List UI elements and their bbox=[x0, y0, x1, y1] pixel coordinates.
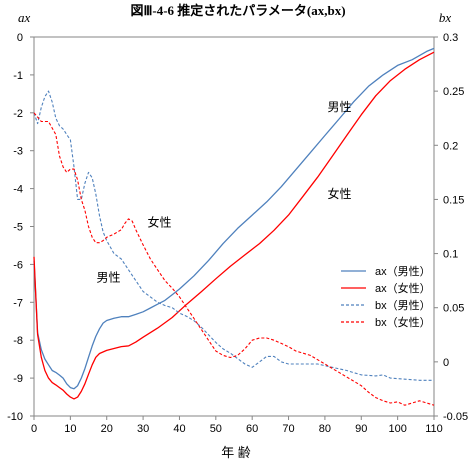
y-left-tick-label: -5 bbox=[13, 222, 23, 234]
y-left-tick-label: -7 bbox=[13, 297, 23, 309]
x-tick-label: 50 bbox=[210, 423, 222, 435]
annotation-label: 女性 bbox=[327, 186, 351, 201]
legend-label: ax（男性） bbox=[375, 264, 431, 278]
x-tick-label: 0 bbox=[31, 423, 37, 435]
x-tick-label: 90 bbox=[355, 423, 367, 435]
plot-area-border bbox=[33, 36, 435, 417]
y-left-tick-label: -1 bbox=[13, 70, 23, 82]
x-tick-label: 40 bbox=[173, 423, 185, 435]
x-tick-label: 70 bbox=[282, 423, 294, 435]
series-line-1 bbox=[33, 47, 435, 390]
y-left-tick-label: -2 bbox=[13, 108, 23, 120]
legend-label: bx（女性） bbox=[375, 315, 431, 329]
y-left-tick-label: 0 bbox=[17, 32, 23, 44]
y-right-tick-label: 0.25 bbox=[443, 86, 464, 98]
y-left-tick-label: -8 bbox=[13, 335, 23, 347]
x-tick-label: 20 bbox=[101, 423, 113, 435]
y-left-axis-label: ax bbox=[18, 10, 31, 25]
annotation-label: 女性 bbox=[147, 215, 171, 230]
y-right-tick-label: 0.05 bbox=[443, 303, 464, 315]
x-tick-label: 60 bbox=[246, 423, 258, 435]
y-left-tick-label: -4 bbox=[13, 184, 23, 196]
series-line-4 bbox=[33, 112, 435, 406]
y-right-tick-label: 0.1 bbox=[443, 249, 458, 261]
x-tick-label: 100 bbox=[388, 423, 406, 435]
series-line-2 bbox=[33, 51, 435, 400]
y-right-tick-label: 0.2 bbox=[443, 140, 458, 152]
y-left-tick-label: -3 bbox=[13, 146, 23, 158]
series-lines bbox=[33, 47, 435, 406]
y-left-tick-label: -6 bbox=[13, 259, 23, 271]
y-right-tick-label: -0.05 bbox=[443, 411, 468, 423]
y-left-tick-label: -10 bbox=[7, 411, 23, 423]
x-axis-label: 年 齢 bbox=[221, 445, 251, 460]
annotation-label: 男性 bbox=[327, 100, 351, 114]
x-tick-label: 30 bbox=[137, 423, 149, 435]
annotation-label: 男性 bbox=[97, 270, 121, 284]
x-tick-label: 110 bbox=[425, 423, 443, 435]
legend-label: ax（女性） bbox=[375, 281, 431, 295]
x-tick-label: 10 bbox=[64, 423, 76, 435]
chart-title: 図Ⅲ-4-6 推定されたパラメータ(ax,bx) bbox=[130, 3, 345, 18]
legend-label: bx（男性） bbox=[375, 298, 431, 312]
x-tick-label: 80 bbox=[319, 423, 331, 435]
y-left-tick-label: -9 bbox=[13, 373, 23, 385]
y-right-tick-label: 0 bbox=[443, 357, 449, 369]
legend: ax（男性） ax（女性） bx（男性） bx（女性） bbox=[341, 264, 431, 329]
series-line-3 bbox=[33, 90, 434, 381]
y-right-axis-label: bx bbox=[439, 10, 452, 25]
y-right-tick-label: 0.15 bbox=[443, 194, 464, 206]
axis-ticks: 0 10 20 30 40 50 60 70 80 90 100 110 0 -1 -2 -3 -4 -5 -6 -7… bbox=[7, 32, 468, 435]
y-right-tick-label: 0.3 bbox=[443, 32, 458, 44]
